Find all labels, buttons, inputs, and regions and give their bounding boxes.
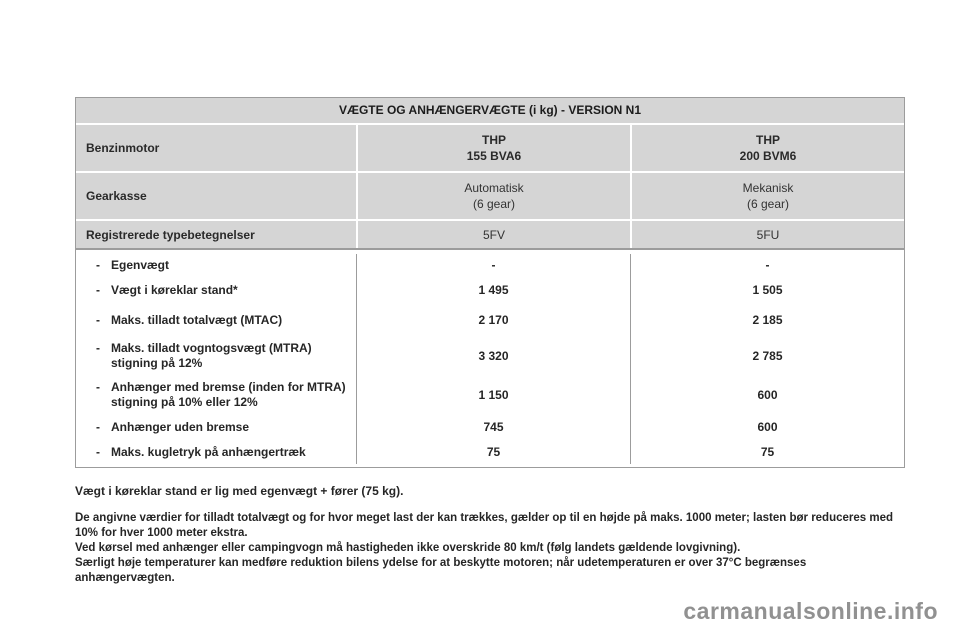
row-value-col1: 2 170 [356,304,630,336]
table-row-mtra: - Maks. tilladt vogntogsvægt (MTRA) stig… [76,336,904,376]
type-row-label: Registrerede typebetegnelser [86,227,255,242]
header-row-type: Registrerede typebetegnelser 5FV 5FU [76,221,904,248]
engine-col2-line2: 200 BVM6 [739,149,797,163]
bullet-dash: - [96,419,100,434]
table-row-egenvaegt: - Egenvægt - - [76,254,904,276]
table-row-anhaenger-uden-bremse: - Anhænger uden bremse 745 600 [76,414,904,440]
bullet-dash: - [96,257,100,272]
note-line: 10% for hver 1000 meter ekstra. [75,527,248,539]
row-label: Anhænger med bremse (inden for MTRA) [111,380,346,394]
row-label: Maks. tilladt totalvægt (MTAC) [111,312,283,327]
engine-col2-value: THP 200 BVM6 [630,125,904,171]
row-value-col1: 75 [356,440,630,464]
row-value-col2: - [630,254,904,276]
engine-col2-line1: THP [756,133,780,147]
gearbox-col2-line2: (6 gear) [746,197,790,211]
note-line: Ved kørsel med anhænger eller campingvog… [75,542,741,554]
gearbox-col2-value: Mekanisk (6 gear) [630,173,904,219]
row-value-col1: 745 [356,414,630,440]
row-label: Egenvægt [111,257,170,272]
table-row-koereklar: - Vægt i køreklar stand* 1 495 1 505 [76,276,904,304]
row-value-col2: 2 185 [630,304,904,336]
gearbox-col1-line1: Automatisk [464,181,524,195]
header-row-engine: Benzinmotor THP 155 BVA6 THP 200 BVM6 [76,125,904,173]
engine-row-label: Benzinmotor [86,141,160,155]
row-value-col1: 1 495 [356,276,630,304]
table-body: - Egenvægt - - - Vægt i køreklar stand* … [76,248,904,467]
engine-col1-line2: 155 BVA6 [466,149,522,163]
gearbox-row-label: Gearkasse [86,189,147,203]
gearbox-col1-line2: (6 gear) [472,197,516,211]
table-row-mtac: - Maks. tilladt totalvægt (MTAC) 2 170 2… [76,304,904,336]
bullet-dash: - [96,312,100,327]
note-line: Særligt høje temperaturer kan medføre re… [75,557,807,569]
row-value-col2: 1 505 [630,276,904,304]
notes-paragraph: De angivne værdier for tilladt totalvægt… [75,511,915,586]
header-row-gearbox: Gearkasse Automatisk (6 gear) Mekanisk (… [76,173,904,221]
gearbox-col1-value: Automatisk (6 gear) [356,173,630,219]
table-row-anhaenger-med-bremse: - Anhænger med bremse (inden for MTRA) s… [76,376,904,414]
row-label-line2: stigning på 10% eller 12% [111,395,258,409]
table-row-kugletryk: - Maks. kugletryk på anhængertræk 75 75 [76,440,904,464]
engine-col1-value: THP 155 BVA6 [356,125,630,171]
row-value-col1: 3 320 [356,336,630,376]
engine-col1-line1: THP [482,133,506,147]
bullet-dash: - [96,341,100,355]
note-line: De angivne værdier for tilladt totalvægt… [75,512,894,524]
row-label: Maks. kugletryk på anhængertræk [111,444,306,459]
row-value-col1: - [356,254,630,276]
row-label-line2: stigning på 12% [111,356,203,370]
bullet-dash: - [96,380,100,394]
type-col1-value: 5FV [356,221,630,248]
type-col2-value: 5FU [630,221,904,248]
row-label: Anhænger uden bremse [111,419,250,434]
note-line: anhængervægten. [75,572,175,584]
row-value-col2: 600 [630,414,904,440]
bullet-dash: - [96,282,100,297]
bullet-dash: - [96,444,100,459]
row-value-col1: 1 150 [356,376,630,414]
weights-table: VÆGTE OG ANHÆNGERVÆGTE (i kg) - VERSION … [75,97,905,468]
footnote-kerb-weight: Vægt i køreklar stand er lig med egenvæg… [75,484,404,498]
row-label: Vægt i køreklar stand* [111,282,238,297]
gearbox-col2-line1: Mekanisk [742,181,794,195]
row-value-col2: 2 785 [630,336,904,376]
watermark-text: carmanualsonline.info [683,598,938,624]
row-label: Maks. tilladt vogntogsvægt (MTRA) [111,341,312,355]
row-value-col2: 600 [630,376,904,414]
row-value-col2: 75 [630,440,904,464]
table-title: VÆGTE OG ANHÆNGERVÆGTE (i kg) - VERSION … [76,98,904,125]
